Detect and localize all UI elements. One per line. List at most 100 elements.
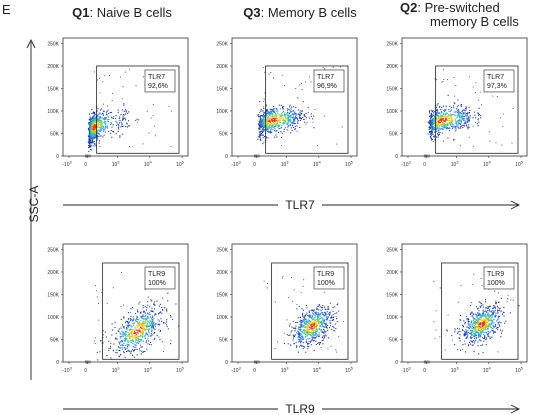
event-dot (89, 122, 91, 124)
event-dot (482, 331, 484, 333)
event-dot (99, 121, 101, 123)
event-dot (145, 328, 147, 330)
event-dot (435, 329, 437, 331)
plot-frame (62, 37, 189, 157)
event-dot (90, 130, 92, 132)
event-dot (472, 341, 474, 343)
event-dot (268, 127, 270, 129)
data-points (257, 66, 343, 147)
event-dot (512, 108, 514, 109)
event-dot (435, 117, 437, 119)
event-dot (92, 133, 94, 135)
event-dot (93, 136, 95, 138)
event-dot (293, 117, 295, 119)
event-dot (276, 108, 278, 110)
event-dot (460, 103, 462, 105)
event-dot (457, 123, 459, 125)
event-dot (454, 114, 456, 116)
event-dot (440, 120, 442, 122)
event-dot (302, 285, 304, 287)
event-dot (95, 285, 96, 287)
event-dot (95, 124, 97, 126)
event-dot (137, 325, 139, 327)
event-dot (429, 120, 431, 122)
event-dot (511, 142, 513, 144)
event-dot (280, 114, 282, 116)
event-dot (89, 129, 91, 131)
event-dot (283, 332, 285, 334)
event-dot (447, 79, 448, 80)
event-dot (258, 124, 260, 126)
event-dot (111, 99, 113, 101)
event-dot (310, 314, 312, 316)
event-dot (475, 117, 477, 119)
event-dot (92, 138, 94, 140)
event-dot (336, 312, 338, 314)
event-dot (498, 292, 499, 294)
event-dot (471, 320, 473, 322)
event-dot (300, 323, 302, 325)
event-dot (314, 327, 316, 329)
event-dot (444, 115, 446, 117)
event-dot (457, 331, 459, 333)
event-dot (465, 329, 467, 331)
event-dot (89, 149, 91, 151)
event-dot (286, 123, 288, 125)
x-tick-label: 105 (345, 160, 354, 169)
event-dot (313, 127, 315, 129)
event-dot (132, 346, 134, 348)
event-dot (287, 115, 289, 117)
event-dot (147, 338, 149, 340)
event-dot (270, 132, 272, 134)
event-dot (141, 346, 143, 348)
event-dot (94, 133, 96, 135)
event-dot (123, 338, 125, 340)
event-dot (259, 136, 261, 138)
event-dot (311, 317, 313, 319)
event-dot (122, 125, 124, 127)
event-dot (315, 312, 317, 314)
event-dot (478, 333, 480, 335)
event-dot (480, 315, 482, 317)
event-dot (495, 314, 497, 316)
event-dot (497, 322, 499, 324)
event-dot (490, 310, 492, 312)
event-dot (123, 332, 125, 334)
event-dot (170, 339, 172, 341)
event-dot (93, 121, 95, 123)
event-dot (284, 127, 286, 129)
event-dot (144, 329, 146, 331)
event-dot (110, 342, 112, 344)
event-dot (286, 108, 288, 110)
event-dot (99, 77, 100, 79)
event-dot (91, 123, 93, 125)
event-dot (429, 126, 431, 128)
event-dot (466, 336, 468, 338)
event-dot (447, 124, 449, 126)
event-dot (310, 113, 312, 115)
event-dot (450, 120, 452, 122)
event-dot (447, 127, 449, 129)
event-dot (442, 115, 444, 117)
event-dot (150, 310, 152, 312)
event-dot (469, 323, 471, 325)
event-dot (327, 307, 329, 309)
event-dot (152, 320, 154, 322)
event-dot (331, 319, 333, 321)
event-dot (435, 117, 437, 119)
event-dot (270, 124, 272, 126)
event-dot (126, 338, 128, 340)
event-dot (474, 327, 476, 329)
event-dot (141, 316, 143, 318)
event-dot (94, 118, 96, 120)
event-dot (272, 110, 274, 112)
event-dot (305, 323, 307, 325)
event-dot (453, 77, 455, 79)
event-dot (287, 117, 289, 119)
column-label: : Memory B cells (261, 5, 358, 20)
event-dot (145, 340, 147, 342)
event-dot (483, 326, 485, 328)
event-dot (257, 138, 259, 140)
event-dot (136, 315, 138, 317)
event-dot (146, 319, 148, 321)
